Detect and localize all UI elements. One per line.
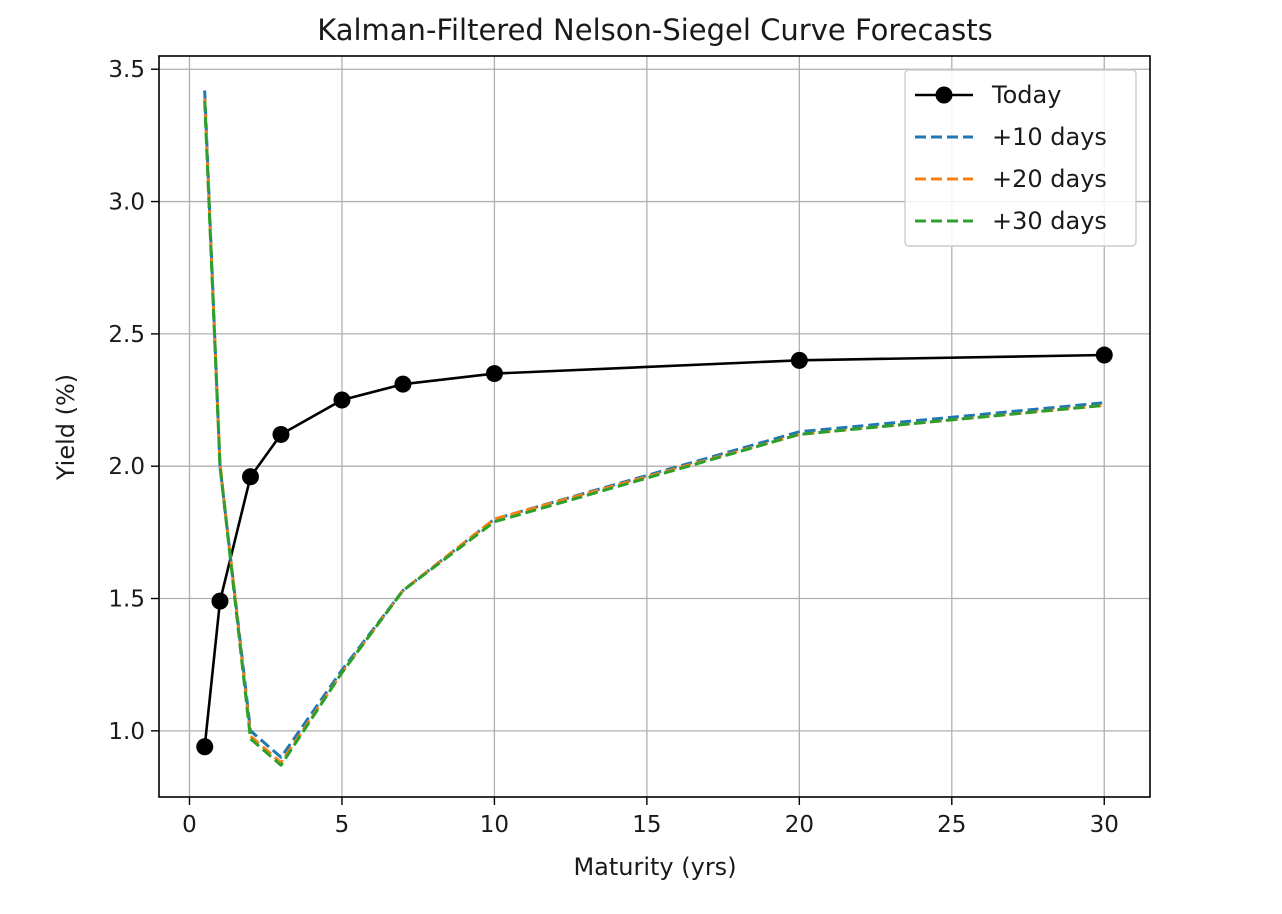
- y-tick-label: 1.5: [108, 587, 145, 613]
- x-axis-title: Maturity (yrs): [573, 853, 736, 881]
- y-tick-label: 3.5: [108, 57, 145, 83]
- series-point-0: [211, 592, 229, 610]
- series-point-0: [196, 738, 214, 756]
- legend-label-0: Today: [991, 81, 1061, 109]
- x-tick-label: 30: [1090, 812, 1119, 838]
- series-layer: [196, 90, 1113, 767]
- legend-box: [904, 69, 1137, 247]
- plot-frame: [158, 55, 1151, 798]
- series-line-3: [203, 100, 1105, 767]
- legend: Today +10 days +20 days +30 days: [904, 69, 1137, 247]
- x-tick-label: 25: [937, 812, 966, 838]
- legend-label-1: +10 days: [992, 123, 1107, 151]
- chart-title: Kalman-Filtered Nelson-Siegel Curve Fore…: [317, 13, 993, 47]
- series-point-0: [485, 365, 503, 383]
- x-tick-label: 10: [480, 812, 509, 838]
- y-tick-label: 1.0: [108, 719, 145, 745]
- x-tick-label: 20: [785, 812, 814, 838]
- y-tick-label: 2.5: [108, 322, 145, 348]
- axis-ticks: 0 5 10 15 20 25 30 1.0 1.5 2.0 2.5 3.0 3.5: [108, 57, 1118, 838]
- grid: [159, 56, 1150, 797]
- x-tick-label: 5: [335, 812, 350, 838]
- legend-marker-0: [935, 86, 953, 104]
- legend-label-2: +20 days: [992, 165, 1107, 193]
- series-point-0: [790, 351, 808, 369]
- y-tick-label: 3.0: [108, 190, 145, 216]
- legend-label-3: +30 days: [992, 207, 1107, 235]
- y-tick-label: 2.0: [108, 454, 145, 480]
- series-point-0: [272, 425, 290, 443]
- series-point-0: [333, 391, 351, 409]
- y-axis-title: Yield (%): [52, 374, 80, 481]
- x-tick-label: 0: [182, 812, 197, 838]
- series-point-0: [394, 375, 412, 393]
- x-tick-label: 15: [632, 812, 661, 838]
- series-point-0: [241, 468, 259, 486]
- series-point-0: [1095, 346, 1113, 364]
